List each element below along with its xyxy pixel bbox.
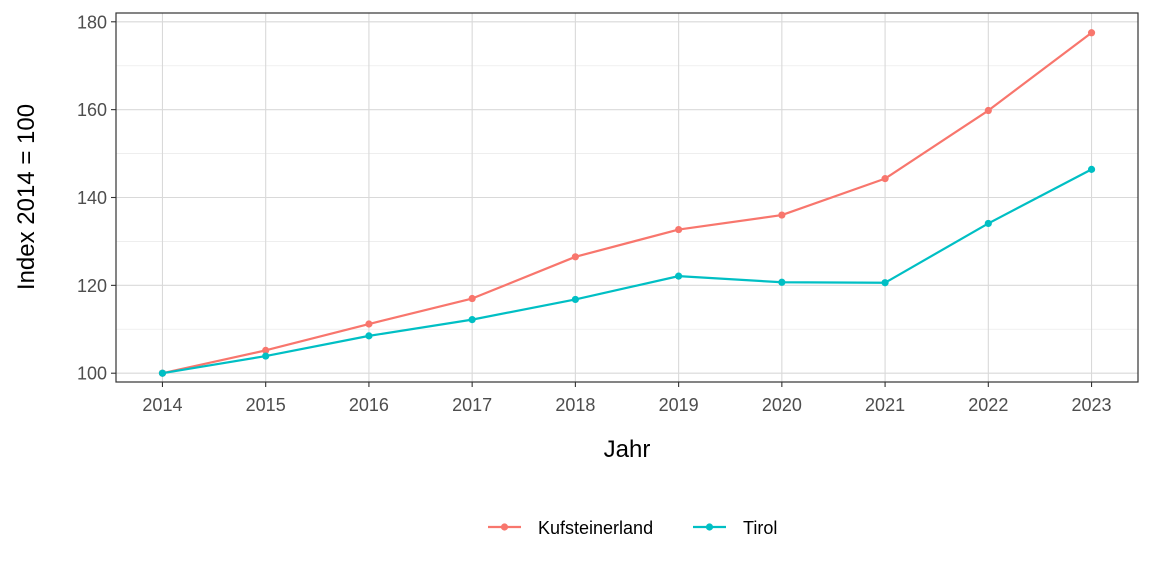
data-point xyxy=(778,211,786,219)
data-point xyxy=(881,279,889,287)
x-tick-label: 2020 xyxy=(762,395,802,415)
data-point xyxy=(365,320,373,328)
legend-label: Kufsteinerland xyxy=(538,518,653,538)
y-tick-label: 140 xyxy=(77,188,107,208)
x-tick-label: 2019 xyxy=(659,395,699,415)
data-point xyxy=(778,278,786,286)
x-tick-label: 2016 xyxy=(349,395,389,415)
series-line xyxy=(162,31,1093,375)
data-point xyxy=(1087,165,1096,173)
data-point xyxy=(158,369,167,377)
x-tick-label: 2014 xyxy=(142,395,182,415)
data-point xyxy=(881,175,889,183)
y-tick-label: 100 xyxy=(77,364,107,384)
x-tick-label: 2022 xyxy=(968,395,1008,415)
y-axis-ticks: 100 120 140 160 180 xyxy=(77,12,116,384)
data-point xyxy=(1087,29,1096,37)
x-axis-title: Jahr xyxy=(604,436,651,463)
grid xyxy=(116,13,1138,382)
x-tick-label: 2023 xyxy=(1072,395,1112,415)
series xyxy=(158,29,1096,377)
data-point xyxy=(262,352,270,360)
data-point xyxy=(571,253,579,261)
y-tick-label: 120 xyxy=(77,276,107,296)
data-point xyxy=(571,295,579,304)
data-point xyxy=(468,316,476,324)
x-tick-label: 2017 xyxy=(452,395,492,415)
legend-key-point xyxy=(500,523,509,531)
x-tick-label: 2015 xyxy=(246,395,286,415)
x-axis-ticks: 2014 2015 2016 2017 2018 2019 2020 2021 2022 2023 xyxy=(142,382,1112,415)
y-tick-label: 160 xyxy=(77,100,107,120)
legend-key-point xyxy=(705,523,714,531)
data-point xyxy=(675,272,683,280)
legend-label: Tirol xyxy=(743,518,777,538)
data-point xyxy=(984,106,992,115)
x-tick-label: 2021 xyxy=(865,395,905,415)
data-point xyxy=(262,346,270,354)
x-tick-label: 2018 xyxy=(555,395,595,415)
data-point xyxy=(365,332,373,340)
series-line xyxy=(162,168,1093,375)
data-point xyxy=(675,225,683,234)
data-point xyxy=(468,294,476,303)
legend: Kufsteinerland Tirol xyxy=(488,518,777,538)
data-point xyxy=(984,219,992,228)
y-tick-label: 180 xyxy=(77,12,107,32)
y-axis-title: Index 2014 = 100 xyxy=(13,104,40,290)
